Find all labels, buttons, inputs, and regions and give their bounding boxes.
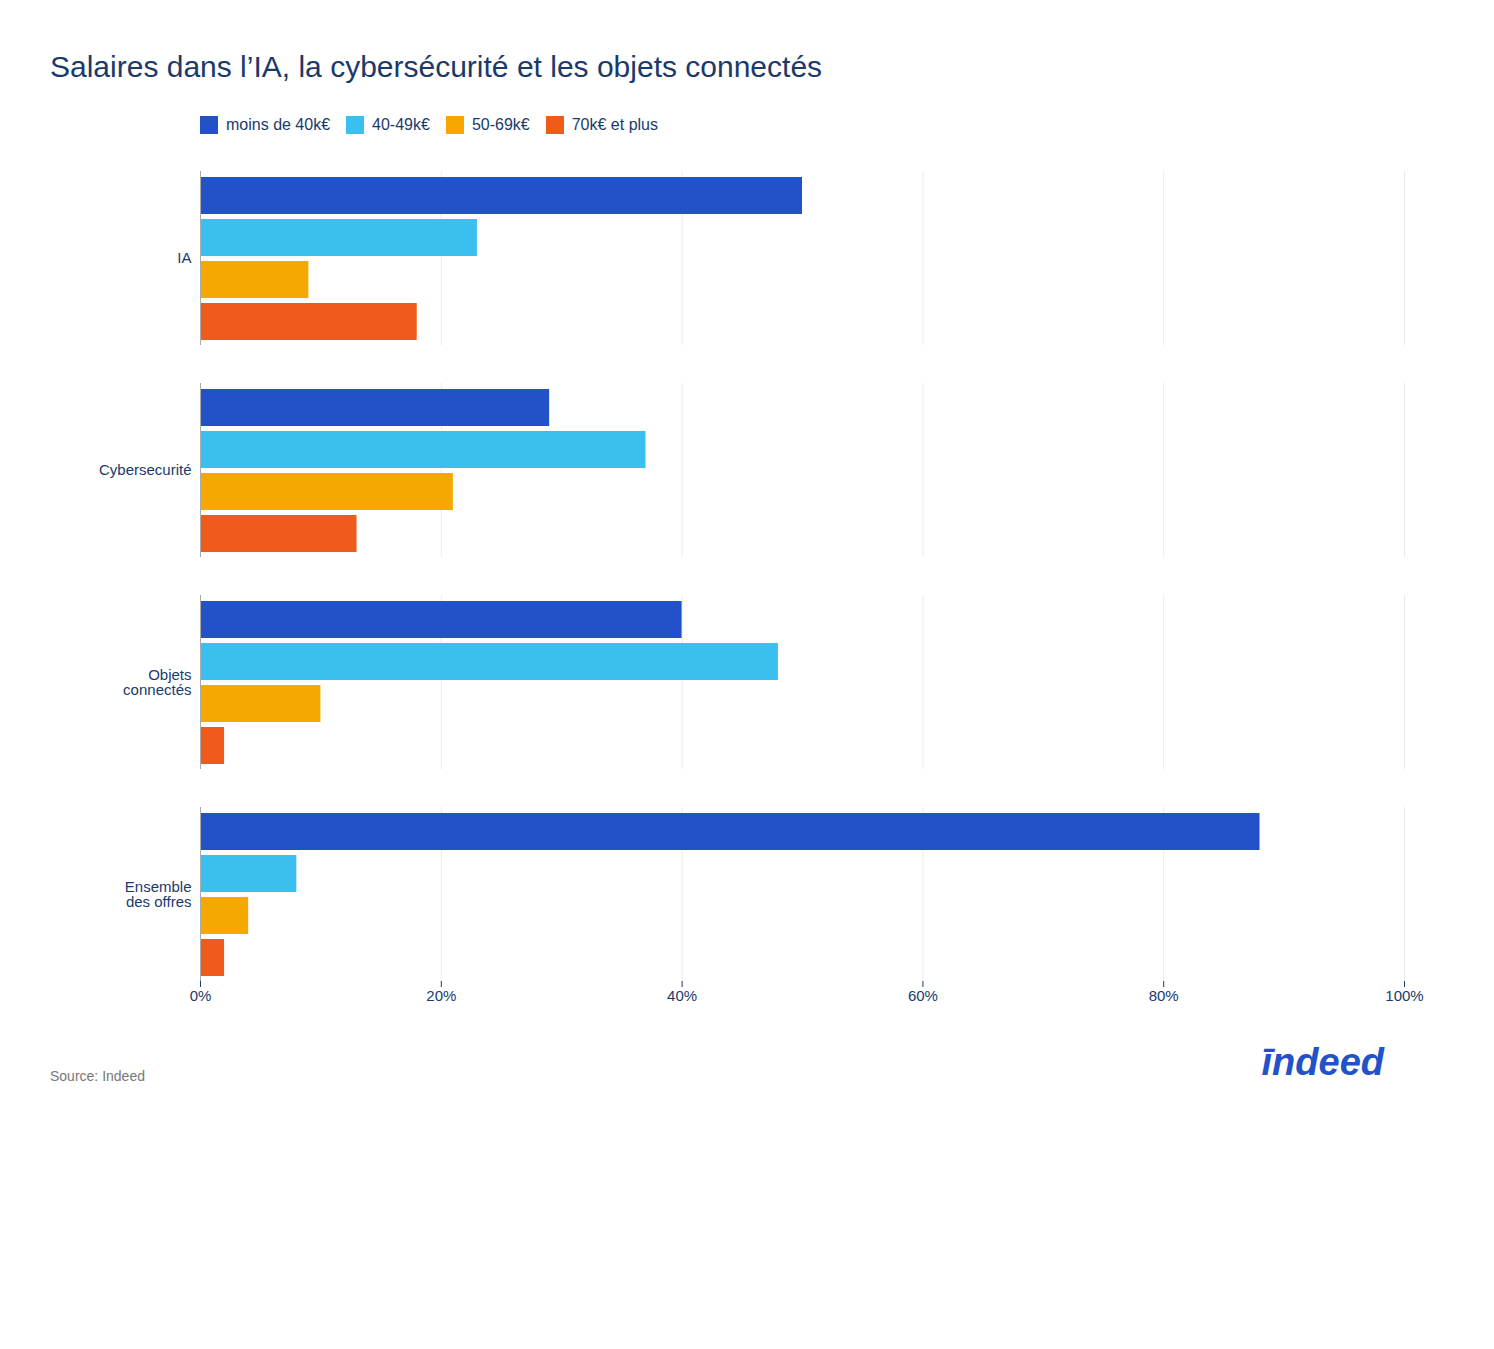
- svg-text:Ensembledes offres: Ensembledes offres: [125, 878, 192, 910]
- svg-text:Objetsconnectés: Objetsconnectés: [123, 666, 191, 698]
- html-text:40-49k€: 40-49k€: [372, 115, 430, 133]
- html-text:70k€ et plus: 70k€ et plus: [571, 115, 658, 133]
- html-text:Salaires dans l’IA, la cybersé: Salaires dans l’IA, la cybersécurité et …: [50, 50, 823, 83]
- svg-text:100%: 100%: [1385, 987, 1423, 1004]
- svg-text:20%: 20%: [426, 987, 456, 1004]
- svg-text:60%: 60%: [908, 987, 938, 1004]
- svg-text:80%: 80%: [1149, 987, 1179, 1004]
- svg-text:0%: 0%: [190, 987, 212, 1004]
- html-text:50-69k€: 50-69k€: [471, 115, 530, 133]
- svg-text:Cybersecurité: Cybersecurité: [99, 461, 192, 478]
- html-text:moins de 40k€: moins de 40k€: [226, 115, 331, 133]
- svg-text:40%: 40%: [667, 987, 697, 1004]
- svg-text:IA: IA: [177, 249, 191, 266]
- html-text:Source: Indeed: Source: Indeed: [50, 1068, 145, 1084]
- html-text:īndeed: īndeed: [1261, 1041, 1384, 1083]
